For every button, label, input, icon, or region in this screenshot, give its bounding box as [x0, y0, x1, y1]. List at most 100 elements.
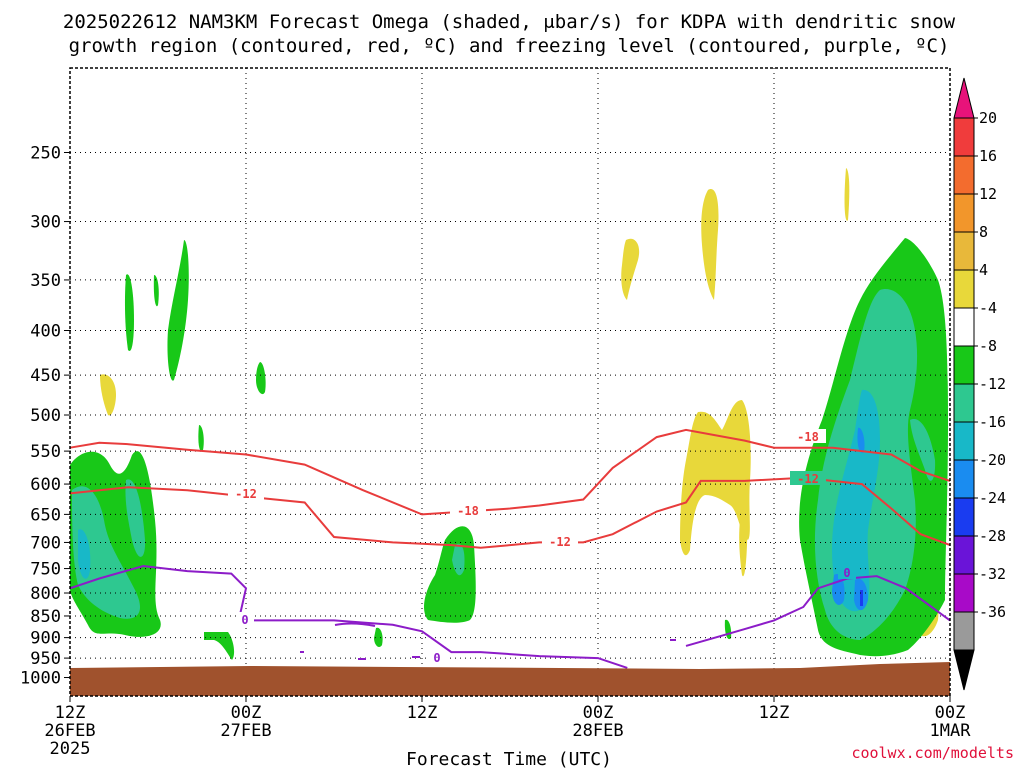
colorbar-label: -36 — [979, 603, 1006, 621]
contour-freezing-fragment — [334, 622, 376, 627]
omega-region — [256, 362, 266, 395]
y-tick-label: 350 — [30, 271, 61, 291]
contours: -12 -18 -12 -18 -12 0 0 0 — [69, 428, 951, 669]
y-tick-label: 450 — [30, 366, 61, 386]
omega-region — [910, 419, 936, 481]
x-tick-label: 27FEB — [220, 721, 271, 741]
colorbar-label: 20 — [979, 109, 997, 127]
contour-label: -12 — [542, 534, 578, 549]
plot-area: -12 -18 -12 -18 -12 0 0 0 — [69, 67, 951, 697]
contour-label: -12 — [228, 486, 264, 501]
x-tick-label: 12Z — [55, 703, 86, 723]
y-tick-label: 1000 — [20, 669, 61, 689]
colorbar-segment — [953, 345, 975, 385]
contour-dgz-minus18 — [69, 428, 951, 516]
plot-background — [70, 68, 950, 696]
omega-region — [153, 275, 159, 307]
colorbar-segment — [953, 421, 975, 461]
omega-region — [198, 425, 204, 452]
contour-freezing-0-left — [69, 564, 628, 669]
colorbar-label: -20 — [979, 451, 1006, 469]
omega-region — [124, 274, 134, 351]
svg-text:-12: -12 — [797, 472, 819, 486]
colorbar-label: 8 — [979, 223, 988, 241]
colorbar-label: -16 — [979, 413, 1006, 431]
colorbar-segment — [953, 383, 975, 423]
colorbar-label: -12 — [979, 375, 1006, 393]
contour-label: 0 — [838, 565, 856, 580]
colorbar-segment — [953, 193, 975, 233]
omega-region — [857, 427, 865, 453]
credit-text: coolwx.com/modelts — [851, 744, 1014, 762]
omega-region — [167, 240, 189, 381]
x-tick-label: 00Z — [583, 703, 614, 723]
omega-region — [832, 389, 880, 612]
omega-region — [621, 238, 640, 300]
svg-text:0: 0 — [843, 566, 850, 580]
omega-region — [739, 500, 748, 577]
y-tick-label: 850 — [30, 607, 61, 627]
x-tick-label: 12Z — [759, 703, 790, 723]
colorbar-segment — [953, 307, 975, 347]
svg-text:0: 0 — [241, 613, 248, 627]
y-tick-label: 400 — [30, 322, 61, 342]
grid-lines — [70, 68, 950, 696]
terrain-ground — [70, 662, 950, 696]
contour-label: -12 — [790, 471, 826, 486]
chart-title-line1: 2025022612 NAM3KM Forecast Omega (shaded… — [63, 11, 956, 33]
omega-region — [100, 374, 116, 416]
x-tick-label: 00Z — [935, 703, 966, 723]
x-tick-label: 1MAR — [930, 721, 972, 741]
colorbar-arrow-top — [953, 77, 975, 119]
x-tick-label: 00Z — [231, 703, 262, 723]
omega-region — [701, 189, 719, 300]
omega-region — [72, 486, 140, 619]
x-tick-label: 12Z — [407, 703, 438, 723]
y-tick-label: 600 — [30, 475, 61, 495]
plot-frame — [69, 67, 951, 697]
contour-label: 0 — [428, 650, 446, 665]
contour-label: 0 — [236, 612, 254, 627]
x-axis-label: Forecast Time (UTC) — [406, 749, 612, 768]
colorbar-segment — [953, 497, 975, 537]
x-tick-label: 28FEB — [572, 721, 623, 741]
colorbar-label: -4 — [979, 299, 997, 317]
colorbar-segment — [953, 573, 975, 613]
colorbar-label: 12 — [979, 185, 997, 203]
colorbar-segment — [953, 535, 975, 575]
omega-region — [452, 543, 465, 576]
y-tick-label: 800 — [30, 584, 61, 604]
colorbar-label: -24 — [979, 489, 1006, 507]
y-tick-label: 950 — [30, 649, 61, 669]
y-tick-label: 750 — [30, 560, 61, 580]
contour-freezing-fragment — [300, 639, 676, 660]
svg-text:0: 0 — [433, 651, 440, 665]
colorbar-label: -32 — [979, 565, 1006, 583]
contour-label: -18 — [450, 503, 486, 518]
colorbar: 20 16 12 8 4 -4 -8 -12 -16 -20 -24 -28 -32 -36 — [953, 77, 1006, 691]
colorbar-label: -28 — [979, 527, 1006, 545]
colorbar-segment — [953, 459, 975, 499]
y-tick-label: 300 — [30, 213, 61, 233]
contour-freezing-0-right — [685, 575, 951, 647]
colorbar-segment — [953, 611, 975, 651]
y-axis: 2503003504004505005506006507007508008509… — [20, 144, 70, 689]
y-tick-label: 500 — [30, 406, 61, 426]
colorbar-label: 4 — [979, 261, 988, 279]
y-tick-label: 250 — [30, 144, 61, 164]
omega-region — [78, 529, 91, 579]
svg-text:-12: -12 — [549, 535, 571, 549]
omega-region — [125, 479, 146, 557]
y-tick-label: 900 — [30, 629, 61, 649]
omega-region — [844, 168, 850, 221]
colorbar-segment — [953, 117, 975, 157]
y-tick-label: 700 — [30, 533, 61, 553]
colorbar-arrow-bottom — [953, 649, 975, 691]
x-tick-label: 2025 — [50, 739, 91, 759]
omega-region — [374, 627, 383, 648]
omega-region — [860, 590, 863, 606]
colorbar-label: -8 — [979, 337, 997, 355]
colorbar-label: 16 — [979, 147, 997, 165]
